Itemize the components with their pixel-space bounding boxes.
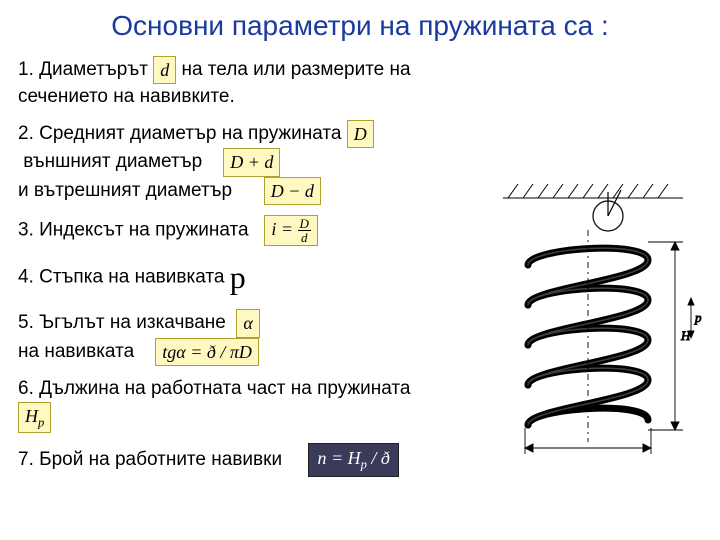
symbol-big-d: D (347, 120, 374, 148)
symbol-p: p (230, 259, 246, 295)
formula-tg-alpha: tgα = ð / πD (155, 338, 259, 366)
param-3-text: 3. Индексът на пружината (18, 220, 249, 241)
symbol-d: d (153, 56, 176, 84)
param-4: 4. Стъпка на навивката p (18, 256, 448, 299)
symbol-h-sub: p (38, 415, 44, 429)
spring-diagram: H p (443, 170, 708, 465)
param-1-pre: 1. Диаметърът (18, 59, 148, 80)
wire-section (593, 190, 623, 231)
param-1: 1. Диаметърът d на тела или размерите на… (18, 56, 448, 110)
formula-n-lhs: n = H (317, 448, 360, 468)
param-5-l1: 5. Ъгълът на изкачване (18, 313, 226, 334)
formula-d-minus-d: D − d (264, 177, 321, 205)
formula-index-den: d (299, 231, 310, 244)
symbol-hp: Hp (18, 402, 51, 434)
param-3: 3. Индексът на пружината i = D d (18, 215, 448, 246)
symbol-alpha: α (236, 309, 259, 337)
formula-index-lhs: i = (271, 219, 293, 239)
formula-index-num: D (298, 217, 311, 231)
param-6-text: 6. Дължина на работната част на пружинат… (18, 378, 410, 399)
formula-n: n = Hp / ð (308, 443, 398, 477)
page-title: Основни параметри на пружината са : (18, 10, 702, 42)
hatch-top (503, 184, 683, 198)
dimension-lines: H p (525, 230, 702, 454)
formula-d-plus-d: D + d (223, 148, 280, 176)
param-7: 7. Брой на работните навивки n = Hp / ð (18, 443, 448, 477)
svg-text:p: p (694, 310, 702, 325)
param-2-l1: 2. Средният диаметър на пружината (18, 123, 341, 144)
formula-index: i = D d (264, 215, 318, 246)
svg-text:H: H (680, 328, 691, 343)
formula-index-ratio: D d (298, 217, 311, 244)
formula-n-rhs: / ð (367, 448, 390, 468)
param-4-text: 4. Стъпка на навивката (18, 267, 224, 288)
param-2-l2: външният диаметър (23, 151, 202, 172)
param-2-l3: и вътрешният диаметър (18, 180, 232, 201)
param-7-text: 7. Брой на работните навивки (18, 449, 282, 470)
param-5-l2: на навивката (18, 341, 134, 362)
symbol-h: H (25, 406, 38, 426)
param-5: 5. Ъгълът на изкачване α на навивката tg… (18, 309, 448, 366)
param-6: 6. Дължина на работната част на пружинат… (18, 376, 448, 433)
param-2: 2. Средният диаметър на пружината D външ… (18, 120, 448, 205)
